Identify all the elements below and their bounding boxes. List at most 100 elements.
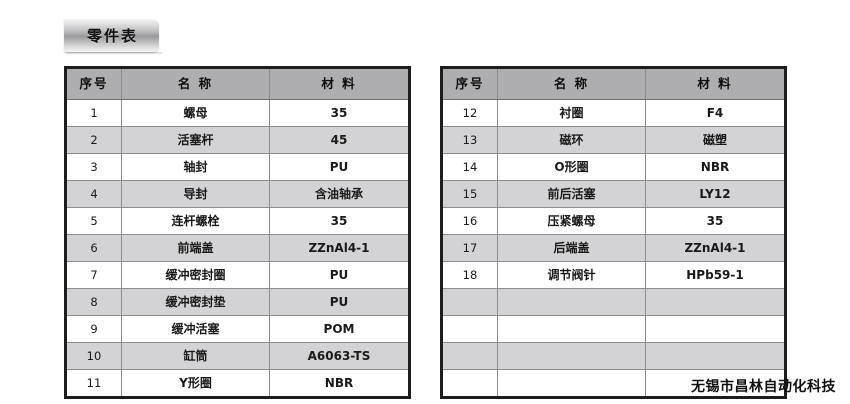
table-row: 12 衬圈 F4 — [441, 99, 786, 127]
cell-name: 缓冲密封垫 — [121, 288, 270, 316]
cell-name: O形圈 — [497, 153, 646, 181]
cell-material: 磁塑 — [645, 126, 786, 154]
parts-table-right: 序号 名 称 材 料 12 衬圈 F4 13 磁环 磁塑 14 O形圈 NBR 15 前后活塞 LY1… — [440, 66, 787, 399]
cell-seq — [441, 288, 498, 316]
table-row — [441, 315, 786, 343]
table-row: 10 缸筒 A6063-TS — [65, 342, 410, 370]
cell-material: 45 — [269, 126, 410, 154]
table-row: 8 缓冲密封垫 PU — [65, 288, 410, 316]
cell-seq: 17 — [441, 234, 498, 262]
table-header-row: 序号 名 称 材 料 — [65, 67, 410, 100]
cell-seq: 3 — [65, 153, 122, 181]
title-banner: 零件表 — [64, 19, 159, 52]
column-header-material: 材 料 — [645, 67, 786, 100]
table-row: 14 O形圈 NBR — [441, 153, 786, 181]
cell-seq: 6 — [65, 234, 122, 262]
table-row — [441, 342, 786, 370]
cell-seq — [441, 369, 498, 398]
table-right-body: 12 衬圈 F4 13 磁环 磁塑 14 O形圈 NBR 15 前后活塞 LY12 16 压紧螺母 35 17… — [441, 99, 786, 398]
cell-name: 前后活塞 — [497, 180, 646, 208]
cell-seq: 8 — [65, 288, 122, 316]
column-header-name: 名 称 — [121, 67, 270, 100]
table-row — [441, 288, 786, 316]
cell-seq: 14 — [441, 153, 498, 181]
table-row: 18 调节阀针 HPb59-1 — [441, 261, 786, 289]
cell-seq: 7 — [65, 261, 122, 289]
cell-seq — [441, 342, 498, 370]
cell-material — [645, 288, 786, 316]
cell-material: PU — [269, 261, 410, 289]
table-right-header: 序号 名 称 材 料 — [441, 67, 786, 100]
cell-material: 35 — [645, 207, 786, 235]
cell-name: 缓冲活塞 — [121, 315, 270, 343]
cell-material: PU — [269, 153, 410, 181]
cell-seq: 2 — [65, 126, 122, 154]
cell-name: 螺母 — [121, 99, 270, 127]
cell-material: A6063-TS — [269, 342, 410, 370]
table-row: 9 缓冲活塞 POM — [65, 315, 410, 343]
table-row: 3 轴封 PU — [65, 153, 410, 181]
cell-name: 连杆螺栓 — [121, 207, 270, 235]
cell-seq: 1 — [65, 99, 122, 127]
cell-material — [645, 342, 786, 370]
table-left-body: 1 螺母 35 2 活塞杆 45 3 轴封 PU 4 导封 含油轴承 5 连杆螺栓 35 6 前端盖 ZZnAl4… — [65, 99, 410, 398]
table-header-row: 序号 名 称 材 料 — [441, 67, 786, 100]
cell-name: 衬圈 — [497, 99, 646, 127]
cell-name — [497, 342, 646, 370]
cell-material: LY12 — [645, 180, 786, 208]
table-row: 4 导封 含油轴承 — [65, 180, 410, 208]
cell-material: POM — [269, 315, 410, 343]
cell-name — [497, 288, 646, 316]
cell-material: 35 — [269, 99, 410, 127]
table-row: 17 后端盖 ZZnAl4-1 — [441, 234, 786, 262]
cell-material: 含油轴承 — [269, 180, 410, 208]
cell-name — [497, 315, 646, 343]
cell-seq: 18 — [441, 261, 498, 289]
cell-seq: 13 — [441, 126, 498, 154]
company-name: 无锡市昌林自动化科技 — [691, 379, 836, 395]
table-left-header: 序号 名 称 材 料 — [65, 67, 410, 100]
cell-name: 导封 — [121, 180, 270, 208]
cell-seq: 16 — [441, 207, 498, 235]
cell-name: 压紧螺母 — [497, 207, 646, 235]
cell-seq: 12 — [441, 99, 498, 127]
cell-seq — [441, 315, 498, 343]
cell-material — [645, 315, 786, 343]
table-row: 2 活塞杆 45 — [65, 126, 410, 154]
cell-seq: 5 — [65, 207, 122, 235]
cell-material: F4 — [645, 99, 786, 127]
table-row: 7 缓冲密封圈 PU — [65, 261, 410, 289]
cell-name — [497, 369, 646, 398]
parts-table-left: 序号 名 称 材 料 1 螺母 35 2 活塞杆 45 3 轴封 PU 4 导封 含油轴承 5 连杆螺栓 3… — [64, 66, 411, 399]
cell-material: NBR — [269, 369, 410, 398]
cell-material: 35 — [269, 207, 410, 235]
cell-name: 缸筒 — [121, 342, 270, 370]
table-row — [441, 369, 786, 398]
cell-name: 活塞杆 — [121, 126, 270, 154]
cell-material: ZZnAl4-1 — [269, 234, 410, 262]
cell-material: NBR — [645, 153, 786, 181]
cell-seq: 9 — [65, 315, 122, 343]
table-row: 5 连杆螺栓 35 — [65, 207, 410, 235]
table-row: 15 前后活塞 LY12 — [441, 180, 786, 208]
cell-name: Y形圈 — [121, 369, 270, 398]
cell-material: PU — [269, 288, 410, 316]
cell-material: ZZnAl4-1 — [645, 234, 786, 262]
title-banner-shadow — [66, 52, 162, 55]
cell-seq: 4 — [65, 180, 122, 208]
table-row: 1 螺母 35 — [65, 99, 410, 127]
page-title: 零件表 — [86, 27, 138, 45]
table-row: 16 压紧螺母 35 — [441, 207, 786, 235]
cell-seq: 11 — [65, 369, 122, 398]
cell-seq: 10 — [65, 342, 122, 370]
cell-seq: 15 — [441, 180, 498, 208]
table-row: 6 前端盖 ZZnAl4-1 — [65, 234, 410, 262]
cell-name: 前端盖 — [121, 234, 270, 262]
table-row: 11 Y形圈 NBR — [65, 369, 410, 398]
column-header-seq: 序号 — [65, 67, 122, 100]
cell-name: 磁环 — [497, 126, 646, 154]
cell-name: 缓冲密封圈 — [121, 261, 270, 289]
column-header-name: 名 称 — [497, 67, 646, 100]
cell-name: 轴封 — [121, 153, 270, 181]
column-header-seq: 序号 — [441, 67, 498, 100]
